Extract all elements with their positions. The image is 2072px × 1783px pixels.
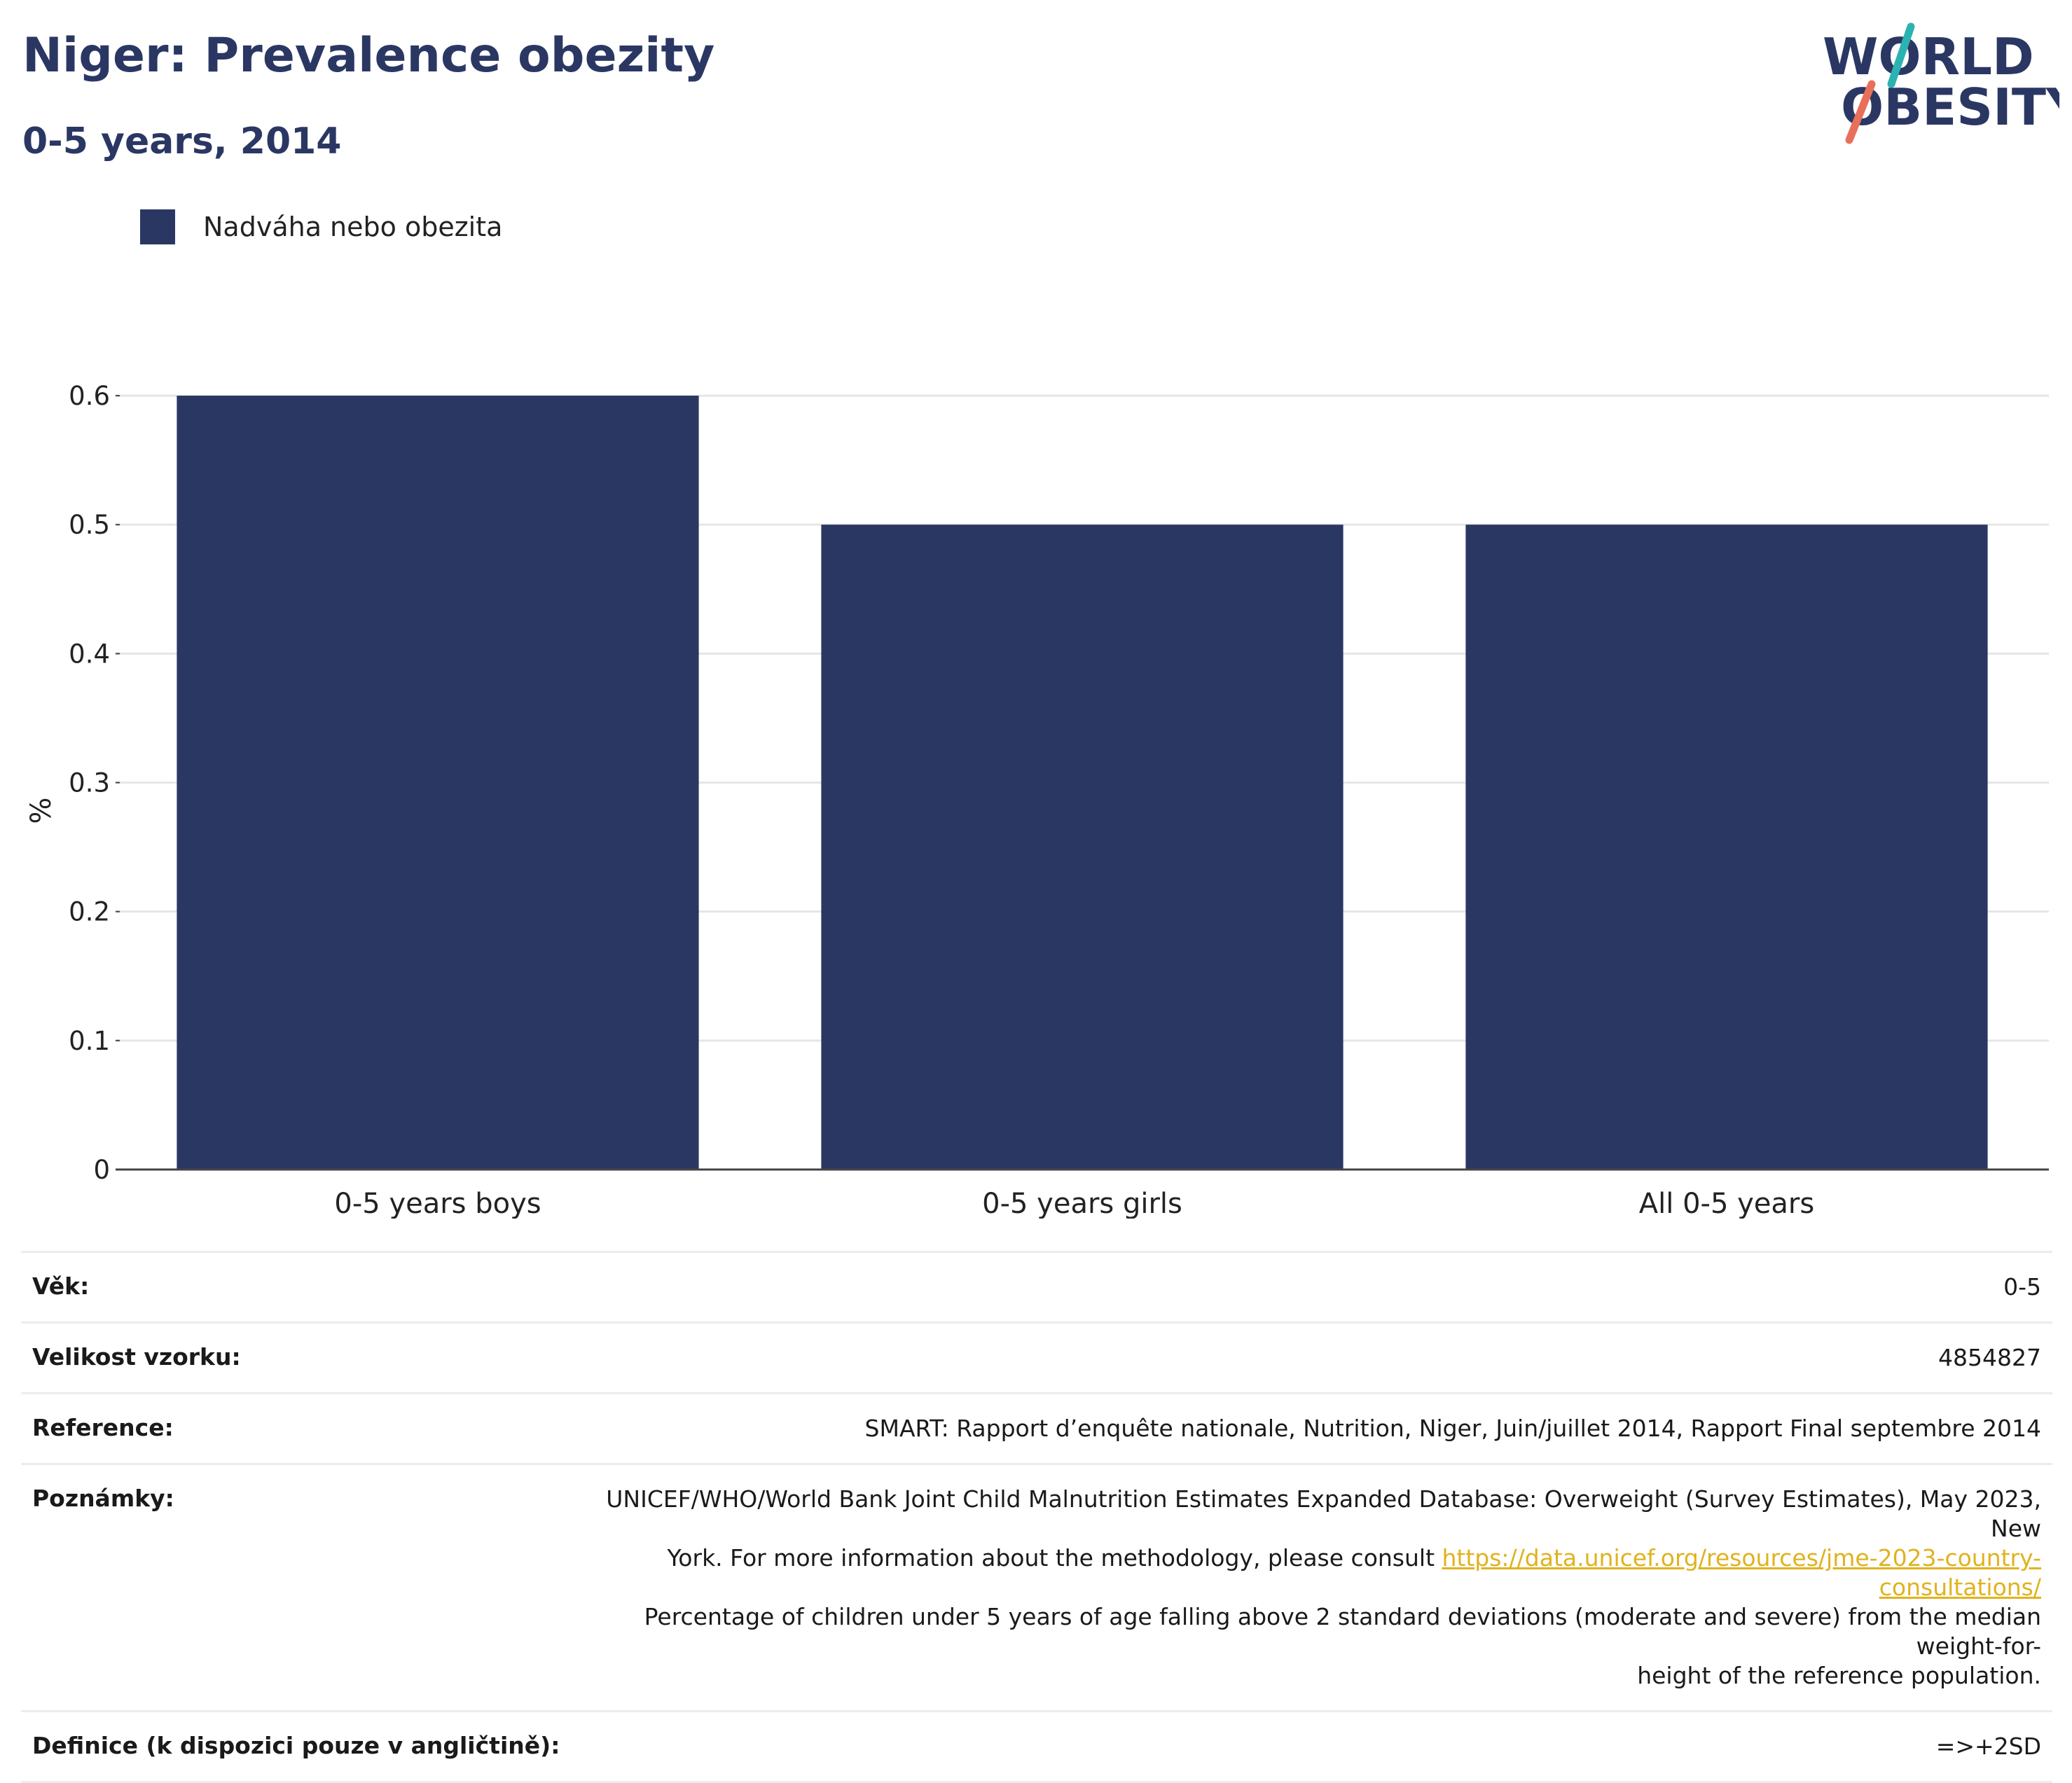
meta-row-sample: Velikost vzorku: 4854827 [21,1321,2052,1394]
logo-text-world: WORLD [1823,27,2034,86]
x-tick-label: 0-5 years boys [334,1188,541,1219]
notes-line-1: UNICEF/WHO/World Bank Joint Child Malnut… [606,1485,2041,1542]
meta-notes-label: Poznámky: [21,1463,572,1712]
y-axis-label: % [25,797,57,824]
metadata-table: Věk: 0-5 Velikost vzorku: 4854827 Refere… [21,1251,2052,1783]
y-tick-label: 0.2 [69,897,110,927]
y-tick-label: 0 [93,1155,110,1185]
bar [177,396,699,1170]
meta-definition-label: Definice (k dispozici pouze v angličtině… [21,1710,572,1783]
y-tick-label: 0.5 [69,510,110,540]
y-tick-label: 0.4 [69,639,110,669]
meta-sample-label: Velikost vzorku: [21,1321,572,1394]
meta-definition-value: =>+2SD [571,1710,2052,1783]
bar-chart: 0 0.1 0.2 0.3 0.4 0.5 0.6 0-5 years boys 0-5 yea… [25,381,2049,1219]
meta-row-age: Věk: 0-5 [21,1251,2052,1324]
bar [821,525,1344,1170]
y-tick-label: 0.6 [69,381,110,411]
methodology-link[interactable]: https://data.unicef.org/resources/jme-20… [1442,1544,2042,1601]
meta-sample-value: 4854827 [571,1321,2052,1394]
meta-notes-value: UNICEF/WHO/World Bank Joint Child Malnut… [571,1463,2052,1712]
notes-line-4: height of the reference population. [1637,1662,2041,1689]
meta-row-definition: Definice (k dispozici pouze v angličtině… [21,1710,2052,1783]
notes-line-3: Percentage of children under 5 years of … [644,1603,2041,1660]
meta-row-reference: Reference: SMART: Rapport d’enquête nati… [21,1392,2052,1465]
notes-line-2: York. For more information about the met… [667,1544,1442,1572]
y-tick-label: 0.1 [69,1026,110,1056]
meta-age-label: Věk: [21,1251,572,1324]
x-tick-label: 0-5 years girls [982,1188,1182,1219]
chart-title: Niger: Prevalence obezity [22,28,715,83]
meta-reference-label: Reference: [21,1392,572,1465]
world-obesity-logo: WORLD OBESITY [1823,22,2059,144]
logo-text-obesity: OBESITY [1841,78,2059,137]
meta-age-value: 0-5 [571,1251,2052,1324]
legend-swatch [140,209,175,244]
logo-slash-teal [1887,22,1915,88]
meta-reference-value: SMART: Rapport d’enquête nationale, Nutr… [571,1392,2052,1465]
legend: Nadváha nebo obezita [140,209,502,245]
x-tick-label: All 0-5 years [1639,1188,1814,1219]
bar [1465,525,1988,1170]
y-tick-label: 0.3 [69,768,110,798]
logo-slash-coral [1845,80,1876,144]
meta-row-notes: Poznámky: UNICEF/WHO/World Bank Joint Ch… [21,1463,2052,1712]
legend-label: Nadváha nebo obezita [203,211,503,242]
chart-subtitle: 0-5 years, 2014 [22,120,342,162]
